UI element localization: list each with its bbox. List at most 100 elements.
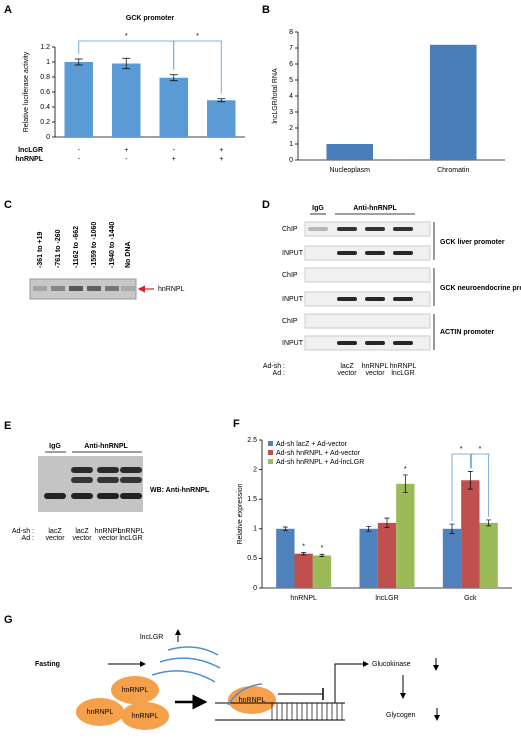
significance-bracket <box>470 453 490 517</box>
y-tick-label: 2 <box>289 125 293 132</box>
bar <box>312 555 332 588</box>
lane-label: vector <box>337 370 357 377</box>
protein-label: hnRNPL <box>132 713 159 720</box>
chart-title: GCK promoter <box>126 15 175 22</box>
lane-label: lacZ <box>75 528 89 535</box>
band <box>71 467 93 473</box>
panel-letter: A <box>4 4 12 16</box>
condition-mark: + <box>219 147 223 154</box>
column-header: IgG <box>312 205 324 212</box>
x-tick-label: Chromatin <box>437 167 469 174</box>
stimulus-label: Fasting <box>35 661 60 668</box>
y-tick-label: 0 <box>289 157 293 164</box>
band <box>120 467 142 473</box>
x-tick-label: Gck <box>464 595 477 602</box>
lane-label: hnRNPL <box>362 363 389 370</box>
row-label: ChIP <box>282 318 298 325</box>
error-bar <box>366 526 372 532</box>
band <box>97 477 119 483</box>
row-label: ChIP <box>282 272 298 279</box>
lane-label: -1559 to -1060 <box>91 222 98 268</box>
protein <box>121 702 169 730</box>
y-tick-label: 1 <box>289 141 293 148</box>
error-bar <box>282 526 288 531</box>
bar <box>442 528 462 588</box>
row-label: INPUT <box>282 296 304 303</box>
bar <box>207 100 236 137</box>
legend-label: Ad-sh hnRNPL + Ad-lncLGR <box>276 459 364 466</box>
lane-label: lncLGR <box>391 370 414 377</box>
band <box>365 251 385 255</box>
significance-label: * <box>196 33 199 40</box>
band <box>71 493 93 499</box>
y-tick-label: 8 <box>289 29 293 36</box>
bar <box>377 522 397 588</box>
significance-label: * <box>321 545 324 552</box>
lane-label: vector <box>365 370 385 377</box>
condition-mark: - <box>78 147 81 154</box>
bar <box>64 62 93 137</box>
band <box>393 251 413 255</box>
lane-label: vector <box>98 535 118 542</box>
y-tick-label: 3 <box>289 109 293 116</box>
y-tick-label: 5 <box>289 77 293 84</box>
row-label: INPUT <box>282 250 304 257</box>
lane-label: hnRNPL <box>95 528 122 535</box>
band <box>337 341 357 345</box>
row-label: Ad : <box>22 535 35 542</box>
y-tick-label: 0 <box>253 585 257 592</box>
panel-letter: F <box>233 418 240 430</box>
significance-bracket <box>173 40 222 94</box>
y-axis-label: Relative expression <box>237 483 244 544</box>
y-tick-label: 1 <box>46 59 50 66</box>
band <box>97 467 119 473</box>
group-label: GCK liver promoter <box>440 239 505 246</box>
y-tick-label: 0.6 <box>40 89 50 96</box>
error-bar <box>319 553 325 557</box>
y-tick-label: 4 <box>289 93 293 100</box>
error-bar <box>169 74 178 82</box>
significance-label: * <box>302 543 305 550</box>
blot <box>304 313 431 329</box>
lane-label: lacZ <box>48 528 62 535</box>
error-bar <box>122 57 131 70</box>
group-label: GCK neuroendocrine promoter <box>440 285 521 292</box>
band <box>337 227 357 231</box>
group-label: ACTIN promoter <box>440 329 494 336</box>
legend-label: Ad-sh lacZ + Ad-vector <box>276 441 348 448</box>
gel-band <box>121 286 135 291</box>
lane-label: lncLGR <box>119 535 142 542</box>
band <box>308 227 328 231</box>
condition-mark: + <box>219 156 223 163</box>
band <box>337 251 357 255</box>
error-bar <box>449 523 455 534</box>
condition-mark: - <box>78 156 81 163</box>
band <box>393 297 413 301</box>
bar <box>461 480 480 588</box>
y-tick-label: 1.5 <box>247 496 257 503</box>
condition-label: hnRNPL <box>15 156 43 163</box>
error-bar <box>402 474 408 494</box>
lane-label: -1162 to -662 <box>73 226 80 268</box>
column-header: Anti-hnRNPL <box>353 205 397 212</box>
lane-label: lacZ <box>340 363 354 370</box>
band <box>365 227 385 231</box>
band <box>365 297 385 301</box>
legend-swatch <box>268 441 273 446</box>
row-label: Ad-sh : <box>12 528 34 535</box>
band <box>44 493 66 499</box>
product-label: Glycogen <box>386 712 416 719</box>
band-label: hnRNPL <box>158 286 185 293</box>
bar <box>396 483 415 588</box>
bar <box>294 553 313 588</box>
y-tick-label: 1 <box>253 526 257 533</box>
y-tick-label: 1.2 <box>40 44 50 51</box>
condition-mark: + <box>124 147 128 154</box>
panel-letter: C <box>4 199 12 211</box>
condition-label: lncLGR <box>18 147 43 154</box>
error-bar <box>486 519 492 527</box>
band <box>71 477 93 483</box>
blot-label: WB: Anti-hnRNPL <box>150 487 210 494</box>
band <box>120 477 142 483</box>
